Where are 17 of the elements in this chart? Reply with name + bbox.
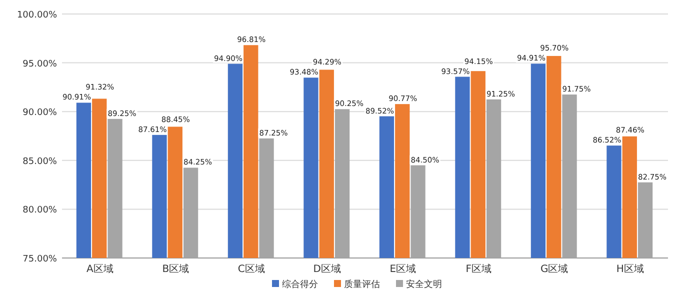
y-tick-label: 85.00% xyxy=(22,156,58,167)
x-tick-label: F区域 xyxy=(466,263,492,275)
x-tick-label: H区域 xyxy=(616,263,644,275)
x-tick-label: G区域 xyxy=(540,263,568,275)
y-tick-label: 80.00% xyxy=(22,206,58,216)
x-tick-label: C区域 xyxy=(238,263,265,275)
y-tick-label: 90.00% xyxy=(22,108,58,118)
x-tick-label: B区域 xyxy=(162,263,190,275)
x-tick-label: A区域 xyxy=(86,263,114,275)
x-tick-label: D区域 xyxy=(313,263,341,275)
y-tick-label: 75.00% xyxy=(22,254,58,264)
legend-label: 质量评估 xyxy=(344,279,380,290)
y-tick-label: 100.00% xyxy=(16,10,58,20)
legend-label: 综合得分 xyxy=(282,279,318,290)
y-tick-label: 95.00% xyxy=(22,59,58,70)
x-tick-label: E区域 xyxy=(390,263,416,275)
legend-label: 安全文明 xyxy=(406,279,442,290)
